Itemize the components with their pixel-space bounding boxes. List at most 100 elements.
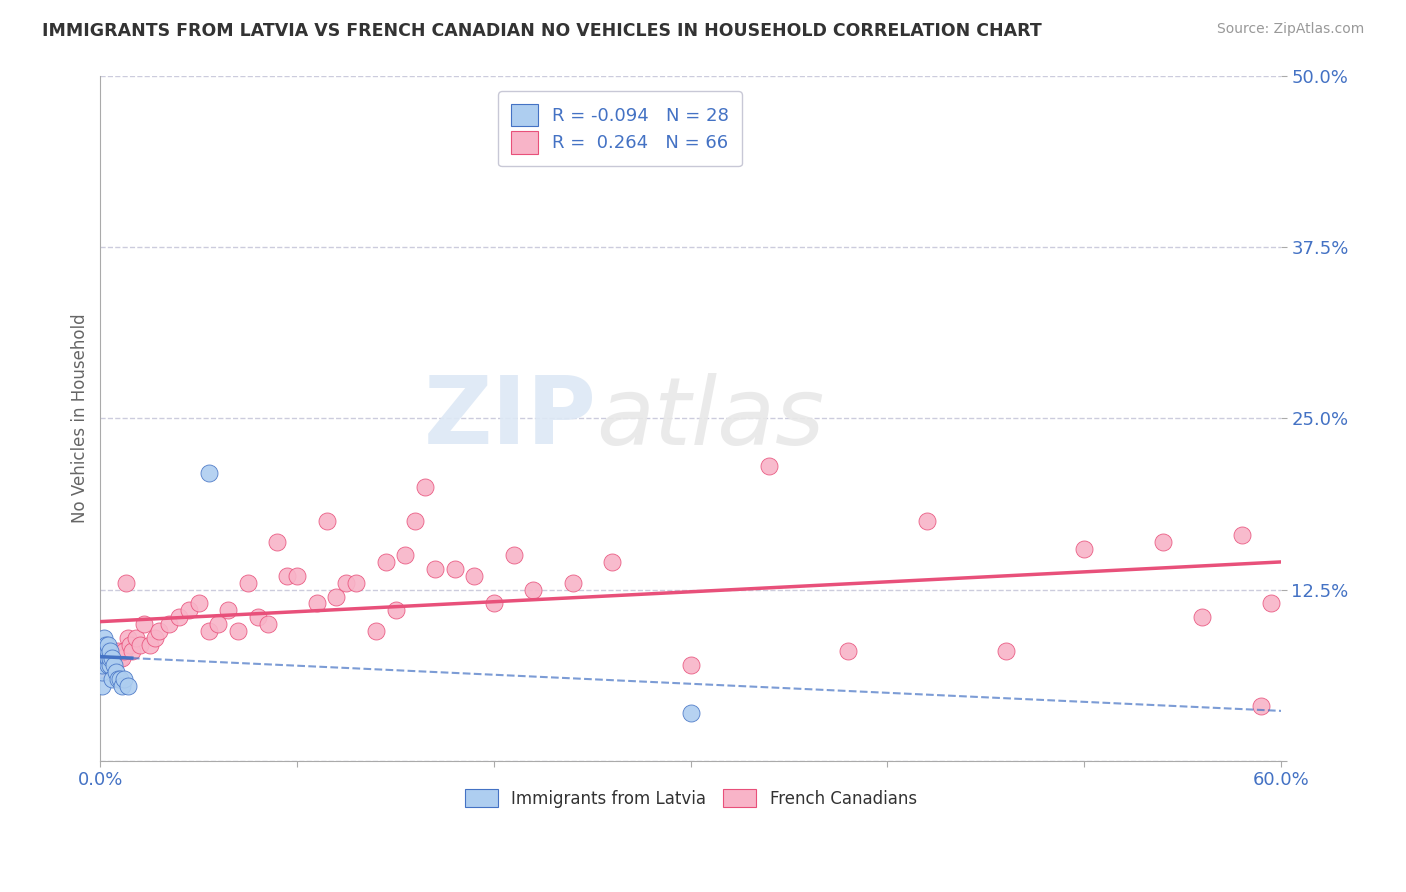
Point bbox=[105, 665, 128, 679]
Point bbox=[101, 651, 124, 665]
Point bbox=[394, 549, 416, 563]
Point bbox=[93, 638, 115, 652]
Point bbox=[117, 631, 139, 645]
Point bbox=[93, 644, 115, 658]
Point bbox=[837, 644, 859, 658]
Point bbox=[96, 644, 118, 658]
Point bbox=[93, 631, 115, 645]
Point bbox=[96, 638, 118, 652]
Point bbox=[994, 644, 1017, 658]
Point bbox=[266, 534, 288, 549]
Y-axis label: No Vehicles in Household: No Vehicles in Household bbox=[72, 313, 89, 523]
Point bbox=[105, 651, 128, 665]
Point bbox=[217, 603, 239, 617]
Point bbox=[305, 596, 328, 610]
Point bbox=[246, 610, 269, 624]
Point bbox=[96, 651, 118, 665]
Legend: Immigrants from Latvia, French Canadians: Immigrants from Latvia, French Canadians bbox=[458, 782, 924, 814]
Point bbox=[96, 651, 118, 665]
Point bbox=[197, 466, 219, 480]
Point bbox=[91, 665, 114, 679]
Point bbox=[423, 562, 446, 576]
Point bbox=[207, 617, 229, 632]
Point bbox=[335, 575, 357, 590]
Point bbox=[98, 644, 121, 658]
Point bbox=[118, 638, 141, 652]
Point bbox=[103, 644, 125, 658]
Point bbox=[148, 624, 170, 638]
Point bbox=[91, 665, 114, 679]
Point bbox=[443, 562, 465, 576]
Point bbox=[97, 651, 120, 665]
Point bbox=[91, 679, 114, 693]
Point bbox=[97, 658, 120, 673]
Point bbox=[1073, 541, 1095, 556]
Point bbox=[197, 624, 219, 638]
Point bbox=[344, 575, 367, 590]
Point bbox=[138, 638, 160, 652]
Point bbox=[108, 672, 131, 686]
Point bbox=[561, 575, 583, 590]
Point bbox=[187, 596, 209, 610]
Text: IMMIGRANTS FROM LATVIA VS FRENCH CANADIAN NO VEHICLES IN HOUSEHOLD CORRELATION C: IMMIGRANTS FROM LATVIA VS FRENCH CANADIA… bbox=[42, 22, 1042, 40]
Point bbox=[600, 555, 623, 569]
Point bbox=[325, 590, 347, 604]
Point bbox=[915, 514, 938, 528]
Point bbox=[315, 514, 337, 528]
Point bbox=[101, 672, 124, 686]
Point bbox=[117, 679, 139, 693]
Point bbox=[256, 617, 278, 632]
Point bbox=[177, 603, 200, 617]
Point bbox=[125, 631, 148, 645]
Point bbox=[107, 672, 129, 686]
Point bbox=[101, 651, 124, 665]
Point bbox=[1191, 610, 1213, 624]
Point bbox=[97, 644, 120, 658]
Point bbox=[384, 603, 406, 617]
Point bbox=[1260, 596, 1282, 610]
Point bbox=[145, 631, 167, 645]
Point bbox=[1230, 528, 1253, 542]
Text: ZIP: ZIP bbox=[423, 372, 596, 465]
Point bbox=[679, 658, 702, 673]
Point bbox=[226, 624, 249, 638]
Point bbox=[93, 658, 115, 673]
Point bbox=[98, 644, 121, 658]
Point bbox=[115, 575, 138, 590]
Point bbox=[97, 638, 120, 652]
Point bbox=[463, 569, 485, 583]
Point bbox=[112, 644, 135, 658]
Point bbox=[107, 644, 129, 658]
Point bbox=[413, 480, 436, 494]
Point bbox=[364, 624, 387, 638]
Point bbox=[1250, 699, 1272, 714]
Point bbox=[1152, 534, 1174, 549]
Point bbox=[502, 549, 524, 563]
Point bbox=[98, 651, 121, 665]
Point bbox=[285, 569, 308, 583]
Point bbox=[91, 658, 114, 673]
Point bbox=[97, 651, 120, 665]
Text: atlas: atlas bbox=[596, 373, 824, 464]
Point bbox=[758, 459, 780, 474]
Point bbox=[132, 617, 155, 632]
Point bbox=[98, 658, 121, 673]
Point bbox=[111, 679, 134, 693]
Point bbox=[522, 582, 544, 597]
Text: Source: ZipAtlas.com: Source: ZipAtlas.com bbox=[1216, 22, 1364, 37]
Point bbox=[167, 610, 190, 624]
Point bbox=[121, 644, 143, 658]
Point bbox=[276, 569, 298, 583]
Point bbox=[404, 514, 426, 528]
Point bbox=[93, 651, 115, 665]
Point bbox=[679, 706, 702, 720]
Point bbox=[236, 575, 259, 590]
Point bbox=[108, 651, 131, 665]
Point bbox=[482, 596, 505, 610]
Point bbox=[112, 672, 135, 686]
Point bbox=[128, 638, 150, 652]
Point bbox=[111, 651, 134, 665]
Point bbox=[103, 658, 125, 673]
Point bbox=[374, 555, 396, 569]
Point bbox=[157, 617, 180, 632]
